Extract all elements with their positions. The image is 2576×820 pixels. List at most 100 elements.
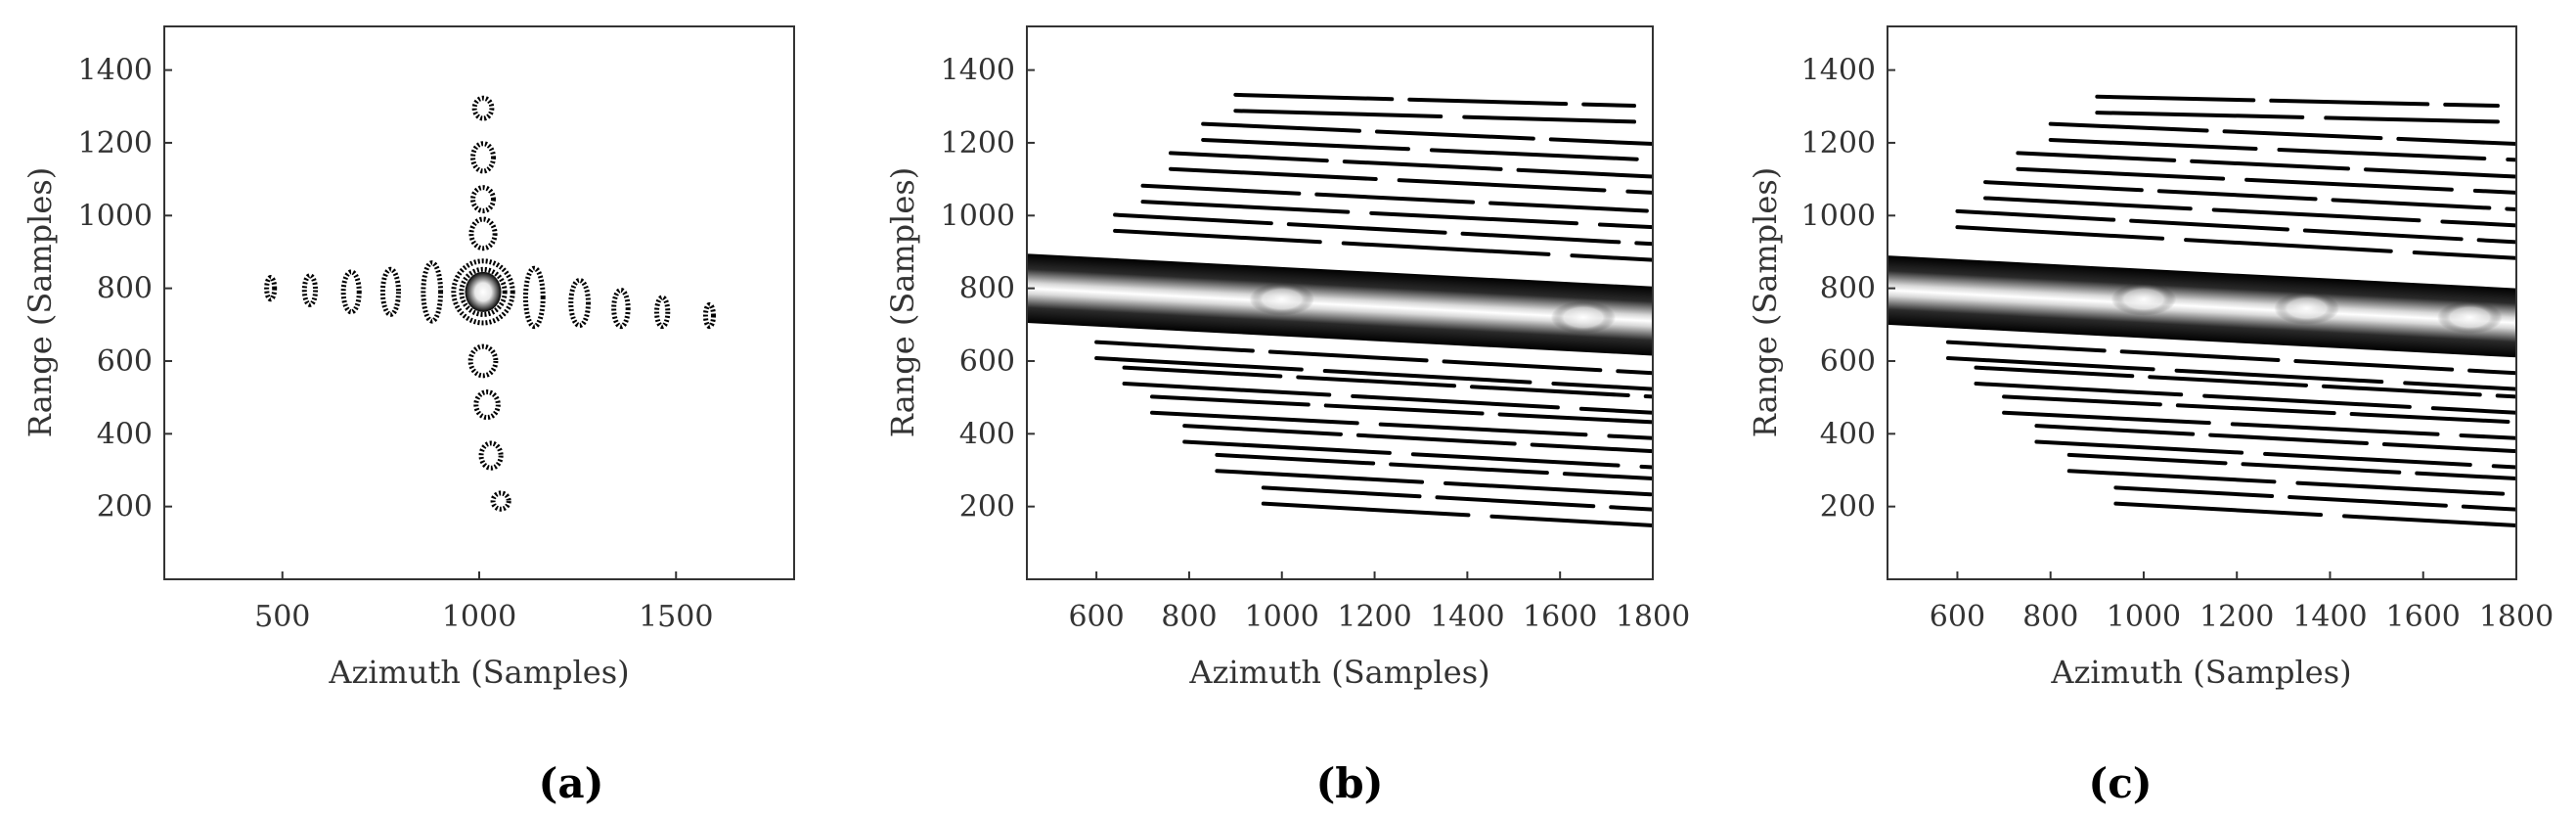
- y-tick-label: 1400: [78, 54, 153, 88]
- sidelobe-contour-c: [2048, 121, 2516, 147]
- sidelobe-contour-c: [2016, 151, 2516, 179]
- contour-a: [459, 266, 508, 317]
- sidelobe-contour-b: [1261, 485, 1653, 512]
- contour-a: [451, 258, 515, 326]
- y-tick-label: 200: [97, 490, 153, 524]
- axes-frame-c: [1887, 25, 2517, 580]
- sidelobe-contour-c: [1955, 225, 2516, 260]
- x-tick-label: 1000: [442, 600, 516, 634]
- contour-a: [702, 301, 716, 330]
- y-tick-label: 800: [959, 272, 1015, 306]
- contour-a: [478, 440, 504, 471]
- x-tick-label: 1600: [1523, 600, 1597, 634]
- contour-a: [522, 265, 546, 330]
- sidelobe-contour-b: [1182, 439, 1653, 470]
- mainlobe-peak-a: [465, 271, 502, 312]
- y-tick-label: 200: [959, 490, 1015, 524]
- panel-label-b: (b): [1315, 759, 1383, 807]
- sidelobe-contour-b: [1094, 340, 1653, 376]
- contour-a: [379, 266, 401, 317]
- x-tick-label: 1400: [1430, 600, 1504, 634]
- sidelobe-contour-c: [2066, 452, 2516, 481]
- x-tick-label: 600: [1930, 600, 1985, 634]
- sidelobe-contour-b: [1168, 151, 1653, 179]
- x-tick-label: 500: [254, 600, 310, 634]
- sidelobe-contour-c: [2113, 485, 2516, 512]
- plot-area-b: [1027, 92, 1653, 527]
- sidelobe-contour-c: [1983, 180, 2516, 211]
- y-tick-label: 800: [97, 272, 153, 306]
- contour-a: [421, 260, 444, 324]
- sidelobe-contour-b: [1215, 452, 1653, 481]
- panel-b: 600 800 1000 1200 1400 1600 1800 200 400 600 800 1…: [884, 25, 1690, 807]
- x-tick-label: 600: [1068, 600, 1124, 634]
- band-peak-c: [2110, 283, 2177, 316]
- panel-a: 500 1000 1500 200 400 600 800 1000 1200 1400 Azi…: [22, 25, 795, 807]
- y-tick-label: 1200: [78, 126, 153, 160]
- panel-label-a: (a): [539, 759, 604, 807]
- sidelobe-contour-c: [1974, 382, 2516, 415]
- y-tick-label: 1000: [941, 199, 1015, 233]
- x-axis-label-a: Azimuth (Samples): [328, 654, 629, 691]
- y-tick-label: 1000: [78, 199, 153, 233]
- sidelobe-contour-c: [2002, 410, 2516, 440]
- y-tick-label: 800: [1820, 272, 1876, 306]
- sidelobe-contour-c: [1945, 340, 2516, 376]
- sidelobe-contour-b: [1215, 469, 1653, 497]
- band-peak-b: [1550, 300, 1617, 335]
- y-tick-label: 600: [1820, 344, 1876, 379]
- sidelobe-contour-c: [2095, 94, 2500, 109]
- contour-a: [340, 269, 362, 315]
- contour-a: [568, 277, 591, 329]
- sidelobe-contour-b: [1168, 166, 1653, 195]
- y-axis-label-b: Range (Samples): [884, 167, 921, 438]
- sidelobe-contour-b: [1122, 382, 1653, 415]
- y-tick-label: 1400: [1801, 54, 1876, 88]
- sidelobe-contour-c: [2002, 394, 2516, 425]
- contour-a: [471, 95, 495, 121]
- panel-c: 600 800 1000 1200 1400 1600 1800 200 400 600 800 1…: [1747, 25, 2554, 807]
- y-tick-label: 200: [1820, 490, 1876, 524]
- sidelobe-contour-c: [2066, 469, 2516, 497]
- x-tick-label: 800: [2022, 600, 2078, 634]
- mainlobe-band-c: [1888, 254, 2516, 358]
- x-tick-label: 1000: [2107, 600, 2181, 634]
- sidelobe-contour-c: [2048, 137, 2516, 162]
- x-axis-label-c: Azimuth (Samples): [2050, 654, 2351, 691]
- x-tick-label: 1200: [1337, 600, 1411, 634]
- plot-area-c: [1888, 94, 2516, 527]
- y-axis-label-a: Range (Samples): [22, 167, 59, 438]
- band-peak-c: [2437, 300, 2503, 335]
- contour-a: [470, 141, 496, 174]
- x-tick-label: 1200: [2199, 600, 2274, 634]
- contour-a: [611, 287, 631, 330]
- y-tick-label: 1000: [1801, 199, 1876, 233]
- contour-a: [264, 274, 278, 302]
- sidelobe-contour-c: [2113, 501, 2516, 527]
- sidelobe-contour-b: [1233, 109, 1637, 124]
- sidelobe-contour-b: [1140, 200, 1653, 230]
- contour-a: [490, 490, 511, 512]
- panel-label-c: (c): [2088, 759, 2152, 807]
- sidelobe-contour-b: [1122, 365, 1653, 399]
- x-tick-label: 1600: [2386, 600, 2461, 634]
- mainlobe-band-b: [1027, 252, 1653, 356]
- contour-a: [473, 389, 501, 421]
- x-tick-label: 1400: [2292, 600, 2367, 634]
- sidelobe-contour-c: [2034, 424, 2516, 454]
- sidelobe-contour-c: [2095, 111, 2500, 124]
- x-tick-label: 1800: [2479, 600, 2554, 634]
- y-tick-label: 400: [959, 417, 1015, 451]
- x-tick-label: 1500: [639, 600, 713, 634]
- plot-area-a: [264, 95, 716, 512]
- sidelobe-contour-b: [1182, 424, 1653, 454]
- x-tick-label: 800: [1161, 600, 1217, 634]
- sidelobe-contour-c: [1955, 208, 2516, 245]
- y-axis-label-c: Range (Samples): [1747, 167, 1784, 438]
- sidelobe-contour-c: [1983, 196, 2516, 228]
- sidelobe-contour-b: [1150, 394, 1653, 425]
- sidelobe-contour-b: [1150, 410, 1653, 440]
- y-tick-label: 400: [1820, 417, 1876, 451]
- band-peak-b: [1249, 283, 1314, 316]
